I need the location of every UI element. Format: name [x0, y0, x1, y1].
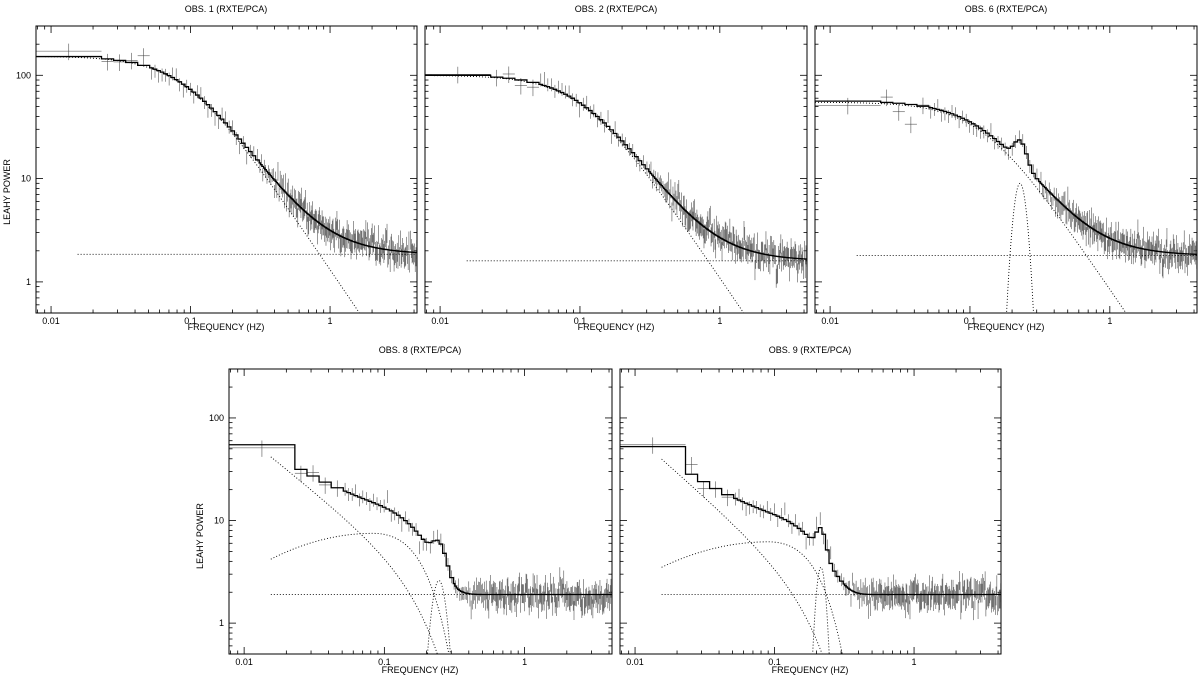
x-tick-label: 0.01	[821, 316, 839, 326]
plot-frame	[619, 368, 1002, 655]
plot-frame	[35, 25, 418, 314]
x-tick-label: 0.01	[42, 316, 60, 326]
data-points	[425, 66, 807, 288]
x-tick-label: 0.01	[431, 316, 449, 326]
model-component-broad-hump-log	[661, 541, 843, 654]
x-tick-label: 0.01	[626, 657, 644, 667]
model-component-zero-centred-lorentzian	[36, 56, 360, 313]
model-component-broad-hump-log	[270, 532, 450, 654]
panel-title: OBS. 2 (RXTE/PCA)	[575, 4, 658, 14]
x-tick-label: 0.1	[574, 316, 587, 326]
x-tick-label: 1	[328, 316, 333, 326]
x-tick-label: 0.1	[768, 657, 781, 667]
plot-frame	[814, 25, 1198, 314]
panel-title: OBS. 8 (RXTE/PCA)	[379, 345, 462, 355]
axis-ticks	[620, 368, 1001, 655]
x-axis-label: FREQUENCY (HZ)	[772, 665, 849, 675]
model-component-power-law-falloff	[270, 456, 438, 654]
model-component-zero-centred-lorentzian	[815, 101, 1127, 313]
axis-ticks	[229, 368, 612, 655]
y-tick-label: 1	[26, 277, 31, 287]
panel-obs-6: OBS. 6 (RXTE/PCA) FREQUENCY (HZ) 0.01 0.1…	[814, 4, 1198, 332]
y-axis-label: LEAHY POWER	[195, 503, 205, 569]
panel-title: OBS. 6 (RXTE/PCA)	[965, 4, 1048, 14]
x-axis-label: FREQUENCY (HZ)	[578, 322, 655, 332]
data-points	[36, 43, 417, 273]
plot-area	[815, 89, 1197, 313]
y-tick-label: 10	[21, 174, 31, 184]
x-tick-label: 0.1	[964, 316, 977, 326]
y-tick-label: 10	[214, 516, 224, 526]
x-axis-label: FREQUENCY (HZ)	[188, 322, 265, 332]
y-axis-label: LEAHY POWER	[2, 159, 12, 225]
data-points	[229, 440, 612, 620]
model-component-zero-centred-lorentzian	[425, 75, 745, 313]
y-tick-label: 1	[219, 618, 224, 628]
x-tick-label: 1	[1107, 316, 1112, 326]
plot-area	[229, 440, 612, 654]
x-axis-label: FREQUENCY (HZ)	[382, 665, 459, 675]
model-total-line	[815, 100, 1197, 255]
axis-ticks	[36, 25, 417, 314]
x-tick-label: 0.1	[378, 657, 391, 667]
axis-ticks	[425, 25, 807, 314]
y-tick-label: 100	[209, 413, 224, 423]
x-axis-label: FREQUENCY (HZ)	[968, 322, 1045, 332]
model-component-gaussian-log	[812, 566, 830, 654]
model-total-line	[36, 55, 417, 254]
x-tick-label: 0.1	[184, 316, 197, 326]
model-total-line	[620, 445, 1001, 596]
panel-obs-9: OBS. 9 (RXTE/PCA) FREQUENCY (HZ) 0.01 0.1…	[619, 345, 1002, 675]
panel-title: OBS. 1 (RXTE/PCA)	[185, 4, 268, 14]
panel-obs-1: OBS. 1 (RXTE/PCA) FREQUENCY (HZ) LEAHY P…	[2, 4, 418, 332]
panel-title: OBS. 9 (RXTE/PCA)	[769, 345, 852, 355]
plot-frame	[228, 368, 613, 655]
panel-obs-8: OBS. 8 (RXTE/PCA) FREQUENCY (HZ) LEAHY P…	[195, 345, 613, 675]
plot-frame	[424, 25, 808, 314]
model-component-power-law-falloff	[661, 458, 823, 654]
model-total-line	[229, 444, 612, 596]
x-tick-label: 0.01	[235, 657, 253, 667]
x-tick-label: 1	[717, 316, 722, 326]
model-total-line	[425, 74, 807, 260]
panel-obs-2: OBS. 2 (RXTE/PCA) FREQUENCY (HZ) 0.01 0.1…	[424, 4, 808, 332]
plot-area	[425, 66, 807, 313]
model-component-gaussian-log	[1006, 182, 1034, 313]
x-tick-label: 1	[522, 657, 527, 667]
y-tick-label: 100	[16, 70, 31, 80]
data-points	[620, 437, 1001, 621]
x-tick-label: 1	[912, 657, 917, 667]
axis-ticks	[815, 25, 1197, 314]
data-points	[815, 89, 1197, 279]
plot-area	[620, 437, 1001, 654]
plot-area	[36, 43, 417, 313]
